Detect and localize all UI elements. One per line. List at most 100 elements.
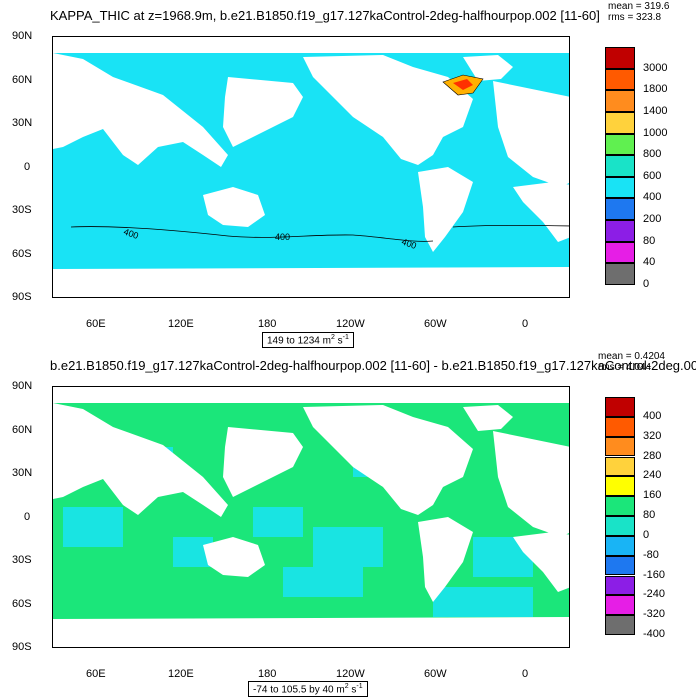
panel1-colorbar-swatch — [605, 111, 635, 134]
panel1-colorbar-swatch — [605, 155, 635, 177]
panel2-range-box: -74 to 105.5 by 40 m2 s-1 — [248, 681, 368, 698]
panel1-lat-90S: 90S — [12, 291, 32, 303]
panel1-colorbar-label: 1800 — [643, 83, 668, 96]
panel1-colorbar-swatch — [605, 68, 635, 91]
panel2-colorbar-swatch — [605, 496, 635, 516]
panel2-lat-30S: 30S — [12, 554, 32, 566]
antarctica-land — [53, 267, 569, 297]
panel1-lon-120E: 120E — [168, 318, 194, 330]
panel1-colorbar-swatch — [605, 90, 635, 112]
south-america-land — [418, 517, 473, 602]
panel1-range-sup2: -1 — [342, 334, 349, 341]
panel1-colorbar-swatch — [605, 263, 635, 285]
south-america-land — [418, 167, 473, 252]
panel2-negative-patch — [313, 527, 383, 567]
panel1-map-svg: 400 400 400 — [53, 37, 569, 297]
panel1-labrador-core — [453, 79, 473, 90]
panel1-colorbar-label: 0 — [643, 278, 650, 290]
panel1-range-sup: 2 — [330, 334, 335, 341]
australia-land — [203, 537, 265, 577]
panel2-colorbar-label: -400 — [643, 628, 666, 640]
panel1-lat-30S: 30S — [12, 204, 32, 216]
africa-land — [513, 182, 569, 242]
panel1-land — [53, 37, 569, 297]
panel2-colorbar-swatch — [605, 416, 635, 437]
panel2-rms: rms = 4.044 — [598, 362, 652, 373]
panel2-map-svg — [53, 387, 569, 647]
panel1-lon-60W: 60W — [424, 318, 447, 330]
panel2-colorbar-swatch — [605, 397, 635, 417]
panel1-lat-90N: 90N — [12, 30, 33, 42]
panel2-lon-120W: 120W — [336, 668, 365, 680]
panel1-colorbar-label: 1000 — [643, 126, 668, 139]
panel1-colorbar-label: 200 — [643, 213, 662, 226]
panel1-lat-60S: 60S — [12, 248, 32, 260]
panel2-lat-90S: 90S — [12, 641, 32, 653]
panel1-range-label: 149 to 1234 m — [267, 335, 331, 347]
panel1-colorbar-label: 40 — [643, 256, 656, 269]
panel2-colorbar-label: 400 — [643, 409, 662, 422]
africa-land — [513, 532, 569, 592]
panel1-rms: rms = 323.8 — [608, 12, 662, 23]
panel2-colorbar-swatch — [605, 555, 635, 576]
panel2-lon-60W: 60W — [424, 668, 447, 680]
panel2-negative-patch — [283, 567, 363, 597]
panel2-map — [52, 386, 570, 648]
eurasia-land — [53, 37, 569, 187]
panel1-lon-180: 180 — [258, 318, 277, 330]
panel1-contour-label-3: 400 — [400, 236, 418, 251]
panel1-colorbar-swatch — [605, 133, 635, 156]
panel1-colorbar-swatch — [605, 241, 635, 264]
panel2-colorbar-label: 0 — [643, 528, 650, 541]
panel1-colorbar-label: 1400 — [643, 104, 668, 117]
panel1-contour-label-1: 400 — [122, 226, 140, 241]
panel2-colorbar-label: -320 — [643, 608, 666, 621]
panel2-colorbar-swatch — [605, 516, 635, 536]
panel2-title: b.e21.B1850.f19_g17.127kaControl-2deg-ha… — [50, 358, 696, 373]
panel1-colorbar-label: 80 — [643, 234, 656, 247]
panel1-lat-0: 0 — [24, 161, 31, 173]
panel1-colorbar-swatch — [605, 220, 635, 242]
panel2-negative-patch — [253, 507, 303, 537]
panel1-colorbar-swatch — [605, 176, 635, 199]
panel2-colorbar-label: 80 — [643, 509, 656, 521]
north-america-land — [303, 55, 473, 165]
panel1-colorbar-label: 600 — [643, 169, 662, 182]
panel2-colorbar-swatch — [605, 615, 635, 635]
panel2-colorbar-swatch — [605, 575, 635, 596]
panel2-lon-180: 180 — [258, 668, 277, 680]
panel2-lat-60N: 60N — [12, 424, 33, 436]
panel1-lat-60N: 60N — [12, 74, 33, 86]
panel1-lon-60E: 60E — [86, 318, 106, 330]
panel1-colorbar-label: 3000 — [643, 61, 668, 74]
panel2-colorbar: 400 320 280 240 160 80 0 -80 -160 -240 -320 -400 — [605, 397, 665, 640]
panel2-mean: mean = 0.4204 — [598, 351, 665, 362]
panel1-colorbar-swatch — [605, 198, 635, 221]
panel2-colorbar-label: -240 — [643, 588, 666, 601]
panel2-colorbar-swatch — [605, 535, 635, 556]
panel2-range-sup: 2 — [344, 683, 349, 690]
panel2-colorbar-label: -80 — [643, 548, 659, 561]
panel2-negative-patch — [433, 587, 533, 617]
panel2-colorbar-label: 280 — [643, 449, 662, 462]
panel2-colorbar-label: 240 — [643, 469, 662, 482]
panel2-lon-120E: 120E — [168, 668, 194, 680]
panel2-lat-30N: 30N — [12, 467, 33, 479]
panel2-range-tail: s — [348, 684, 357, 696]
panel2-colorbar-swatch — [605, 476, 635, 497]
antarctica-land — [53, 617, 569, 647]
panel2-lat-0: 0 — [24, 511, 31, 523]
panel1-lat-30N: 30N — [12, 117, 33, 129]
eurasia-land — [53, 387, 569, 537]
panel1-colorbar-label: 800 — [643, 148, 662, 161]
panel2-lon-0: 0 — [522, 668, 529, 680]
panel2-colorbar-label: 320 — [643, 429, 662, 442]
panel1-colorbar-swatch — [605, 47, 635, 69]
panel2-lon-60E: 60E — [86, 668, 106, 680]
panel2-land — [53, 387, 569, 647]
panel2-colorbar-swatch — [605, 456, 635, 477]
panel2-negative-patch — [63, 507, 123, 547]
greenland-land — [463, 55, 513, 81]
panel2-colorbar-swatch — [605, 595, 635, 616]
panel1-map: 400 400 400 — [52, 36, 570, 298]
